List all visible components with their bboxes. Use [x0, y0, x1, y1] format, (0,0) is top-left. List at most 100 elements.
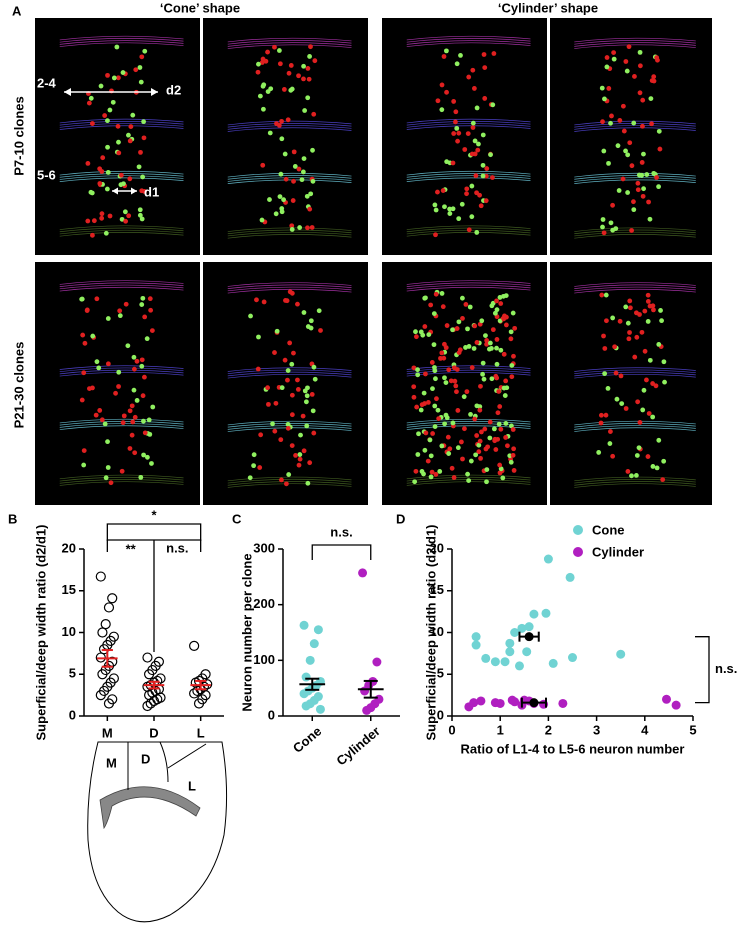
- cell-dot: [598, 412, 604, 418]
- cell-dot: [489, 376, 495, 382]
- cell-dot: [411, 365, 417, 371]
- cell-dot: [305, 480, 311, 486]
- cell-dot: [251, 452, 257, 458]
- cell-dot: [412, 479, 418, 485]
- layer-line: [406, 284, 531, 290]
- cell-dot: [485, 444, 491, 450]
- data-point: [476, 696, 486, 706]
- layer-line: [406, 125, 531, 130]
- cell-dot: [288, 63, 294, 68]
- cell-dot: [285, 117, 291, 123]
- cell-dot: [305, 66, 311, 71]
- cell-dot: [599, 292, 605, 298]
- cell-dot: [442, 375, 447, 381]
- cell-dot: [465, 131, 471, 137]
- cell-dot: [479, 318, 485, 324]
- micrograph: [35, 18, 200, 255]
- data-point: [142, 681, 153, 692]
- layer-line: [227, 125, 352, 130]
- cell-dot: [601, 230, 607, 236]
- y-tick-label: 15: [62, 582, 76, 597]
- x-tick-label: 5: [689, 722, 696, 737]
- cell-dot: [289, 86, 295, 92]
- cell-dot: [631, 199, 636, 205]
- cell-dot: [509, 423, 514, 429]
- cell-dot: [509, 363, 515, 368]
- cell-dot: [632, 74, 637, 79]
- cell-dot: [476, 442, 482, 448]
- cell-dot: [138, 149, 143, 155]
- cell-dot: [295, 386, 301, 392]
- cell-dot: [432, 403, 438, 409]
- cell-dot: [465, 326, 470, 332]
- layer-line: [406, 365, 531, 370]
- cell-dot: [442, 204, 447, 210]
- cell-dot: [295, 301, 300, 307]
- layer-line: [59, 418, 184, 424]
- cell-dot: [130, 112, 136, 118]
- cell-dot: [251, 463, 257, 469]
- cell-dot: [279, 136, 285, 142]
- cell-dot: [469, 151, 475, 157]
- cell-dot: [144, 336, 150, 342]
- cell-dot: [105, 118, 110, 124]
- cell-dot: [617, 118, 623, 123]
- cell-dot: [416, 431, 421, 437]
- layer-line: [227, 40, 352, 45]
- cell-dot: [302, 108, 308, 113]
- cell-dot: [474, 230, 480, 235]
- cell-dot: [308, 44, 313, 50]
- cell-dot: [436, 416, 442, 421]
- y-tick-label: 20: [430, 540, 444, 555]
- cell-dot: [640, 407, 646, 413]
- data-point: [305, 655, 315, 665]
- cell-dot: [127, 408, 133, 414]
- cell-dot: [623, 59, 629, 64]
- cell-dot: [440, 304, 446, 310]
- cell-dot: [494, 298, 499, 304]
- cell-dot: [472, 416, 478, 422]
- layer-line: [574, 481, 696, 486]
- cell-dot: [81, 370, 87, 376]
- cell-dot: [620, 103, 626, 109]
- cell-dot: [649, 121, 654, 127]
- cell-dot: [451, 475, 457, 480]
- cell-dot: [414, 404, 420, 410]
- cell-dot: [440, 188, 446, 193]
- cell-dot: [289, 443, 295, 449]
- cell-dot: [482, 65, 488, 71]
- data-point: [529, 609, 539, 619]
- y-axis-label: Superficial/deep width ratio (d2/d1): [33, 525, 48, 741]
- x-tick-label: 4: [641, 722, 649, 737]
- cell-dot: [487, 340, 493, 346]
- cell-dot: [645, 319, 651, 324]
- layer-line: [406, 42, 531, 47]
- cell-dot: [105, 361, 111, 367]
- cell-dot: [113, 390, 118, 396]
- cell-dot: [301, 156, 307, 162]
- cell-dot: [300, 413, 306, 419]
- cell-dot: [422, 295, 428, 301]
- cell-dot: [492, 310, 498, 316]
- cell-dot: [289, 223, 295, 229]
- cell-dot: [310, 147, 315, 153]
- data-point: [193, 698, 205, 709]
- layer-line: [59, 227, 184, 233]
- cell-dot: [138, 474, 144, 480]
- micrograph: [550, 18, 712, 255]
- layer-line: [574, 427, 696, 432]
- cell-dot: [311, 364, 317, 370]
- cell-dot: [80, 332, 86, 338]
- cell-dot: [103, 230, 109, 236]
- y-axis-label: Superficial/deep width ratio (d2/d1): [423, 525, 438, 741]
- cell-dot: [137, 65, 143, 70]
- layer-line: [406, 123, 531, 128]
- cell-dot: [605, 385, 611, 391]
- cell-dot: [435, 407, 441, 413]
- cell-dot: [484, 338, 490, 343]
- cell-dot: [279, 209, 285, 215]
- cell-dot: [289, 290, 295, 296]
- cell-dot: [430, 386, 435, 392]
- cell-dot: [478, 455, 483, 461]
- cell-dot: [621, 128, 627, 134]
